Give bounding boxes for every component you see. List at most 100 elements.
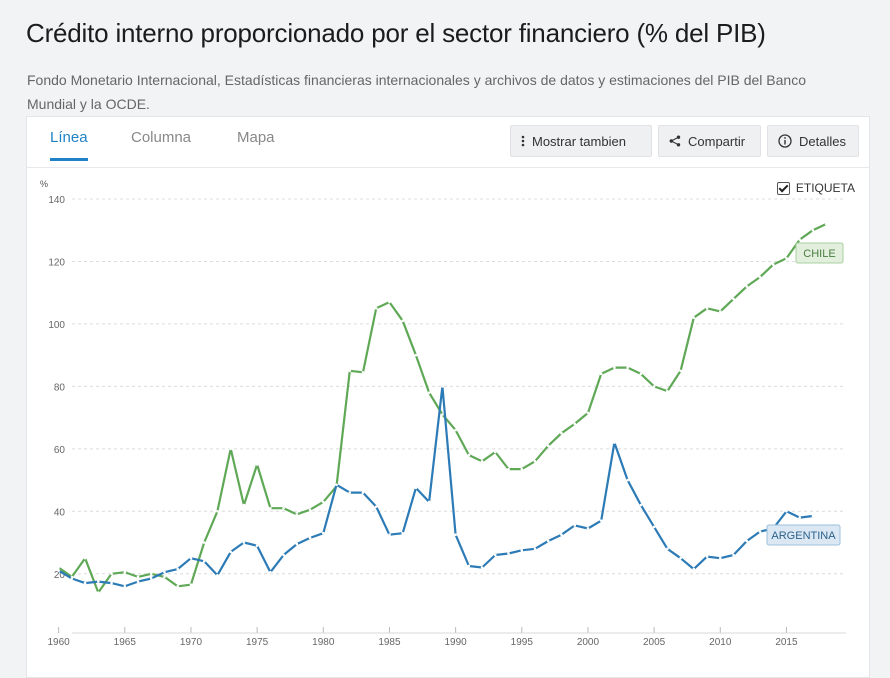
- details-label: Detalles: [799, 133, 846, 149]
- data-point: [652, 385, 656, 388]
- x-tick-label: 1990: [444, 637, 467, 648]
- label-toggle[interactable]: ETIQUETA: [776, 181, 855, 195]
- data-point: [255, 544, 259, 547]
- series-line: [57, 223, 827, 594]
- chart-card: Línea Columna Mapa Mostrar tambien Compa…: [26, 116, 870, 678]
- y-tick-label: 120: [48, 257, 65, 268]
- data-point: [705, 307, 709, 310]
- data-point: [666, 547, 669, 551]
- data-point: [639, 503, 643, 507]
- data-point: [216, 574, 219, 577]
- data-point: [57, 566, 60, 569]
- data-point: [414, 486, 418, 490]
- data-point: [785, 510, 788, 513]
- data-point: [613, 441, 616, 444]
- data-point: [348, 369, 352, 373]
- data-point: [136, 580, 140, 583]
- x-tick-label: 1975: [246, 637, 269, 648]
- x-tick-label: 1985: [378, 637, 401, 648]
- show-also-button[interactable]: Mostrar tambien: [510, 125, 652, 157]
- data-point: [321, 531, 325, 535]
- data-point: [679, 369, 682, 373]
- data-point: [679, 556, 682, 560]
- series-line: [58, 385, 814, 588]
- data-point: [361, 371, 365, 374]
- data-point: [494, 450, 497, 454]
- data-point: [189, 583, 193, 586]
- data-point: [176, 567, 180, 571]
- x-tick-label: 1960: [47, 637, 70, 648]
- data-point: [599, 372, 603, 376]
- share-button[interactable]: Compartir: [658, 125, 761, 157]
- data-point: [454, 428, 457, 432]
- chart-tabbar: Línea Columna Mapa Mostrar tambien Compa…: [27, 117, 869, 168]
- data-point: [705, 555, 709, 558]
- data-point: [666, 389, 669, 393]
- data-point: [70, 577, 74, 580]
- y-tick-label: 40: [54, 507, 66, 518]
- data-point: [282, 506, 285, 510]
- x-tick-label: 1965: [114, 637, 137, 648]
- data-point: [97, 580, 100, 583]
- data-point: [321, 500, 325, 504]
- x-tick-label: 2015: [775, 637, 798, 648]
- series-argentina: ARGENTINA: [57, 385, 841, 588]
- data-point: [626, 478, 629, 482]
- data-point: [295, 542, 299, 546]
- label-checkbox[interactable]: [776, 181, 790, 195]
- data-point: [57, 569, 60, 572]
- data-point: [427, 391, 431, 394]
- data-point: [427, 500, 431, 504]
- data-point: [441, 413, 444, 416]
- x-tick-label: 2005: [643, 637, 666, 648]
- data-point: [480, 460, 484, 463]
- data-point: [388, 300, 391, 304]
- data-point: [163, 575, 166, 579]
- page-subtitle: Fondo Monetario Internacional, Estadísti…: [27, 72, 806, 112]
- data-point: [718, 556, 722, 560]
- data-point: [255, 463, 259, 466]
- data-point: [216, 510, 219, 513]
- share-label: Compartir: [688, 133, 746, 149]
- data-point: [454, 533, 457, 537]
- data-point: [758, 275, 762, 279]
- y-axis-unit-label: %: [40, 179, 48, 189]
- tab-mapa[interactable]: Mapa: [237, 129, 275, 146]
- data-point: [202, 559, 206, 563]
- details-button[interactable]: Detalles: [767, 125, 859, 157]
- x-tick-label: 2010: [709, 637, 732, 648]
- data-point: [374, 505, 378, 508]
- data-point: [692, 567, 696, 571]
- data-point: [573, 422, 577, 426]
- data-point: [242, 503, 246, 507]
- data-point: [586, 527, 590, 530]
- data-point: [269, 570, 272, 574]
- data-point: [149, 572, 153, 576]
- data-point: [560, 431, 563, 435]
- data-point: [361, 491, 365, 494]
- line-chart: % 20 40 60 80 100 120 140 1960 1965 1970 1975 1980 19…: [40, 179, 846, 648]
- data-point: [441, 385, 444, 388]
- data-point: [586, 411, 590, 415]
- data-point: [758, 530, 762, 533]
- data-point: [176, 584, 180, 588]
- data-point: [785, 257, 788, 260]
- tab-linea[interactable]: Línea: [50, 129, 88, 161]
- data-point: [282, 553, 285, 557]
- data-point: [414, 353, 418, 357]
- data-point: [771, 263, 775, 266]
- data-point: [745, 285, 749, 288]
- y-tick-label: 20: [54, 570, 66, 581]
- data-point: [560, 533, 563, 537]
- label-toggle-text: ETIQUETA: [795, 181, 855, 195]
- tab-columna[interactable]: Columna: [131, 129, 192, 146]
- show-also-label: Mostrar tambien: [532, 133, 626, 149]
- data-point: [242, 541, 246, 544]
- data-point: [639, 372, 643, 376]
- data-point: [613, 366, 616, 369]
- data-point: [83, 556, 87, 560]
- data-point: [494, 553, 497, 557]
- data-point: [467, 453, 471, 457]
- data-point: [348, 491, 352, 494]
- data-point: [163, 570, 166, 574]
